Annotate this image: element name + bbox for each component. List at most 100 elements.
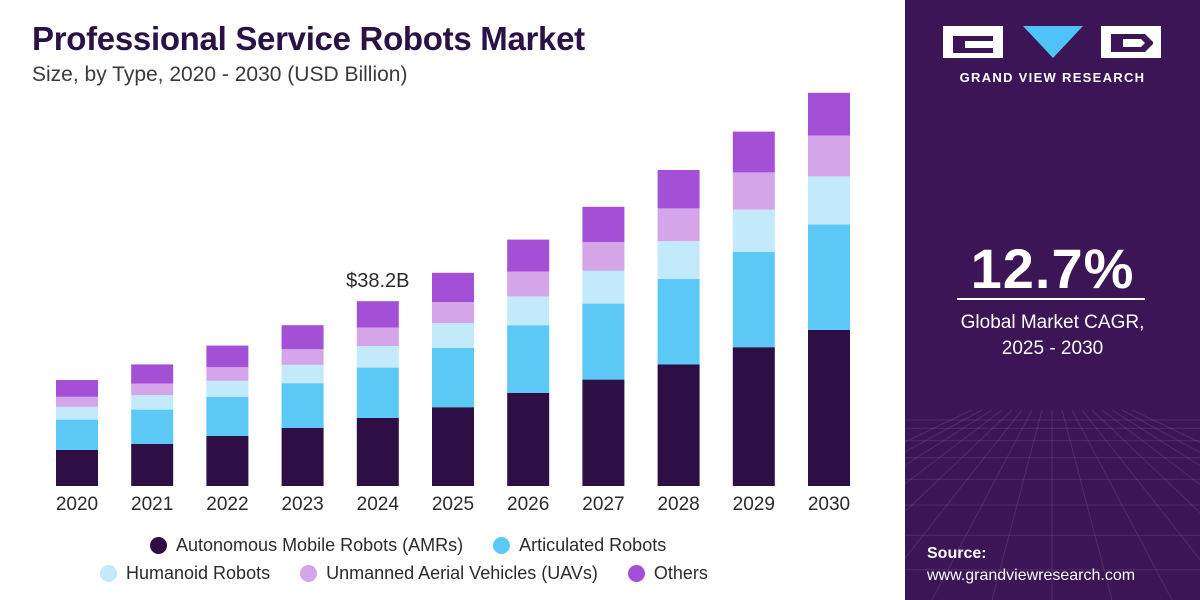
grid-line xyxy=(991,409,1043,600)
x-tick-label-2023: 2023 xyxy=(281,494,323,515)
bar-segment-2022-4 xyxy=(206,367,249,381)
legend-item: Others xyxy=(627,563,708,584)
legend-item: Unmanned Aerial Vehicles (UAVs) xyxy=(300,563,598,584)
bar-segment-2020-2 xyxy=(56,419,98,450)
data-label-2024: $38.2B xyxy=(346,270,409,292)
x-tick-label-2020: 2020 xyxy=(56,494,98,515)
grid-line xyxy=(931,409,1033,600)
bar-segment-2024-4 xyxy=(356,327,399,346)
bar-segment-2020-1 xyxy=(56,450,98,486)
side-panel: GRAND VIEW RESEARCH 12.7% Global Market … xyxy=(905,0,1200,600)
legend-label: Autonomous Mobile Robots (AMRs) xyxy=(176,535,464,555)
bar-segment-2023-5 xyxy=(281,325,324,350)
chart-title: Professional Service Robots Market xyxy=(32,20,585,57)
x-tick-label-2025: 2025 xyxy=(432,494,474,515)
grid-line xyxy=(905,409,1013,513)
bar-segment-2029-4 xyxy=(732,172,775,210)
legend-label: Others xyxy=(653,563,708,583)
bar-segment-2024-5 xyxy=(356,301,399,328)
bar-segment-2026-2 xyxy=(507,325,550,393)
bar-segment-2024-1 xyxy=(356,418,399,486)
bar-segment-2021-1 xyxy=(131,444,174,486)
bar-segment-2026-3 xyxy=(507,296,550,326)
bar-segment-2030-3 xyxy=(808,176,850,225)
bar-segment-2024-3 xyxy=(356,346,399,368)
grid-line xyxy=(1071,409,1173,600)
grid-line xyxy=(905,409,1003,485)
bar-segment-2023-2 xyxy=(281,383,324,428)
chart-area: Professional Service Robots Market Size,… xyxy=(32,20,851,584)
source-url[interactable]: www.grandviewresearch.com xyxy=(927,567,1136,584)
bar-segment-2026-1 xyxy=(507,392,550,486)
bar-segment-2023-4 xyxy=(281,349,324,365)
legend-swatch xyxy=(150,537,167,554)
legend-item: Humanoid Robots xyxy=(100,563,270,584)
grid-line xyxy=(1061,409,1113,600)
x-tick-label-2027: 2027 xyxy=(582,494,624,515)
gvr-logo xyxy=(943,26,1161,58)
bar-segment-2030-4 xyxy=(808,135,850,177)
bar-segment-2023-3 xyxy=(281,364,324,384)
bar-segment-2029-5 xyxy=(732,131,775,173)
x-tick-label-2028: 2028 xyxy=(657,494,699,515)
bar-segment-2025-2 xyxy=(432,348,474,408)
grid-line xyxy=(1091,409,1200,514)
x-tick-label-2030: 2030 xyxy=(808,494,850,515)
bar-segment-2030-1 xyxy=(808,330,850,486)
grid-line xyxy=(905,409,1023,560)
bar-segment-2026-4 xyxy=(507,271,550,297)
bar-segment-2025-4 xyxy=(432,302,474,324)
bar-segment-2022-1 xyxy=(206,436,249,486)
grid-line xyxy=(1121,409,1200,453)
legend-label: Unmanned Aerial Vehicles (UAVs) xyxy=(326,563,598,583)
bar-segment-2030-2 xyxy=(808,224,850,330)
x-tick-label-2026: 2026 xyxy=(507,494,549,515)
bar-segment-2028-4 xyxy=(657,208,700,242)
bar-segment-2027-1 xyxy=(582,379,625,486)
grid-line xyxy=(1131,409,1200,443)
bar-segment-2027-4 xyxy=(582,242,625,271)
bar-segment-2026-5 xyxy=(507,239,550,272)
legend-item: Articulated Robots xyxy=(493,535,666,556)
stacked-bar-chart: 2020 2021 2022 2023 2024 $38.2B 2025 2026 2027 20… xyxy=(56,92,850,515)
bar-segment-2028-5 xyxy=(657,170,700,209)
bar-segment-2030-5 xyxy=(808,92,850,136)
legend-label: Humanoid Robots xyxy=(126,563,271,583)
bar-segment-2025-1 xyxy=(432,407,474,486)
bar-segment-2027-5 xyxy=(582,206,625,242)
legend-row-2: Humanoid Robots Unmanned Aerial Vehicles … xyxy=(100,563,738,584)
bar-segment-2021-3 xyxy=(131,395,174,410)
cagr-divider xyxy=(957,298,1145,300)
legend-label: Articulated Robots xyxy=(519,535,667,555)
background-grid-decoration xyxy=(905,409,1200,600)
legend-swatch xyxy=(100,565,117,582)
bar-segment-2024-2 xyxy=(356,367,399,418)
chart-subtitle: Size, by Type, 2020 - 2030 (USD Billion) xyxy=(32,63,408,86)
bar-segment-2025-5 xyxy=(432,272,474,302)
grid-line xyxy=(1101,409,1200,486)
grid-line xyxy=(905,409,973,443)
grid-line xyxy=(905,409,993,466)
bar-segment-2022-2 xyxy=(206,396,249,436)
bar-segment-2027-3 xyxy=(582,270,625,304)
bar-segment-2020-3 xyxy=(56,406,98,420)
legend-item: Autonomous Mobile Robots (AMRs) xyxy=(150,535,463,556)
bar-segment-2029-1 xyxy=(732,347,775,486)
cagr-value: 12.7% xyxy=(970,237,1135,300)
bar-segment-2028-1 xyxy=(657,364,700,486)
cagr-label-line2: 2025 - 2030 xyxy=(1001,338,1104,359)
bar-segment-2028-3 xyxy=(657,241,700,279)
bar-segment-2027-2 xyxy=(582,303,625,380)
brand-name: GRAND VIEW RESEARCH xyxy=(959,70,1146,85)
bar-segment-2029-3 xyxy=(732,209,775,252)
bar-segment-2022-5 xyxy=(206,345,249,368)
bar-segment-2029-2 xyxy=(732,252,775,348)
legend-row-1: Autonomous Mobile Robots (AMRs) Articulat… xyxy=(150,535,696,556)
cagr-label: Global Market CAGR, 2025 - 2030 xyxy=(905,310,1200,362)
bar-segment-2021-4 xyxy=(131,383,174,396)
source-label: Source: xyxy=(927,545,987,562)
x-tick-label-2029: 2029 xyxy=(733,494,775,515)
x-tick-label-2021: 2021 xyxy=(131,494,173,515)
bar-segment-2021-5 xyxy=(131,364,174,384)
cagr-label-line1: Global Market CAGR, xyxy=(960,312,1145,333)
